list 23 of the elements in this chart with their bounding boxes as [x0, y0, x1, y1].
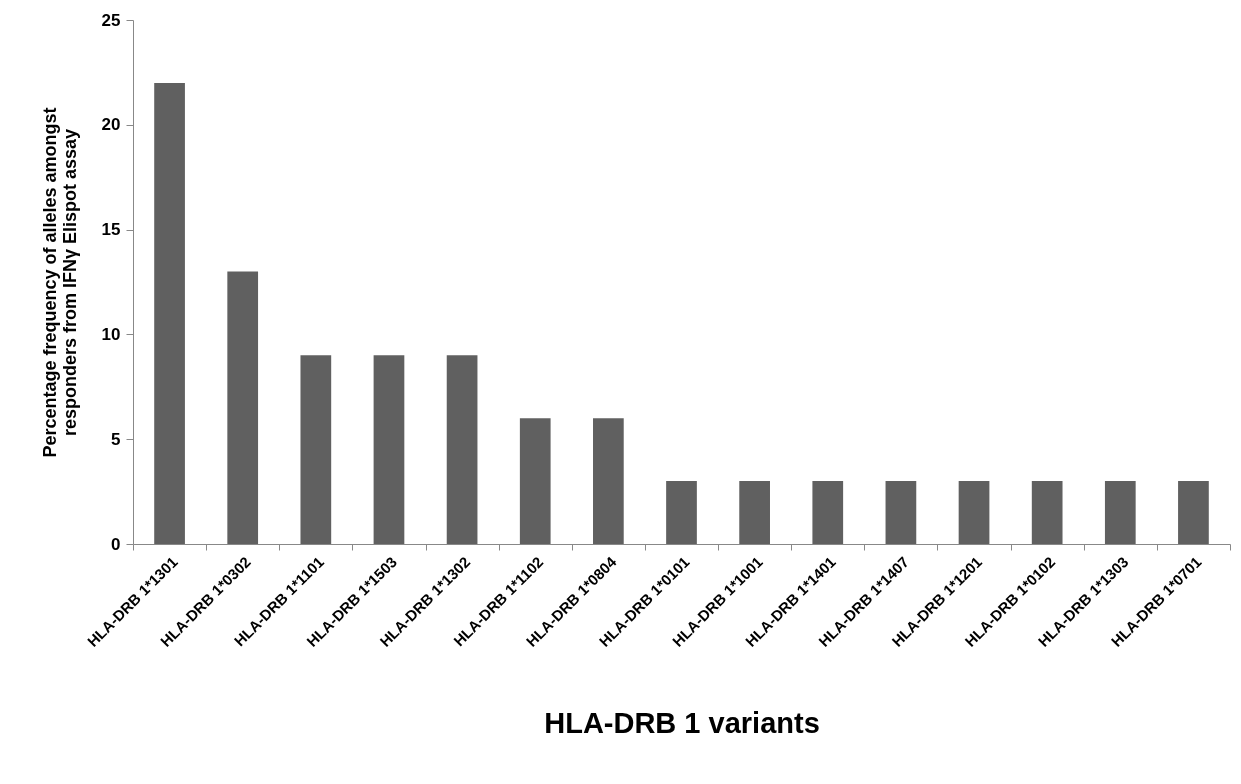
bar	[1104, 481, 1136, 544]
x-axis-title: HLA-DRB 1 variants	[544, 706, 820, 739]
bar	[154, 82, 185, 544]
bar	[446, 355, 478, 544]
bar	[593, 418, 624, 544]
bar	[812, 481, 844, 544]
y-tick-label: 15	[101, 220, 121, 240]
bar	[958, 481, 990, 544]
bar	[1178, 481, 1209, 544]
y-tick-label: 5	[111, 429, 121, 449]
bar	[227, 271, 259, 544]
bar	[300, 355, 332, 544]
bar	[1031, 481, 1063, 544]
y-axis-title: Percentage frequency of alleles amongst responders from IFNγ Elispot assay	[39, 107, 80, 458]
y-tick-label: 25	[101, 10, 121, 30]
bar	[739, 481, 770, 544]
y-tick-label: 20	[101, 115, 121, 135]
y-tick-label: 0	[111, 534, 121, 554]
bar	[666, 481, 697, 544]
bar	[885, 481, 917, 544]
bar	[373, 355, 405, 544]
bar	[519, 418, 551, 544]
y-tick-label: 10	[101, 324, 121, 344]
